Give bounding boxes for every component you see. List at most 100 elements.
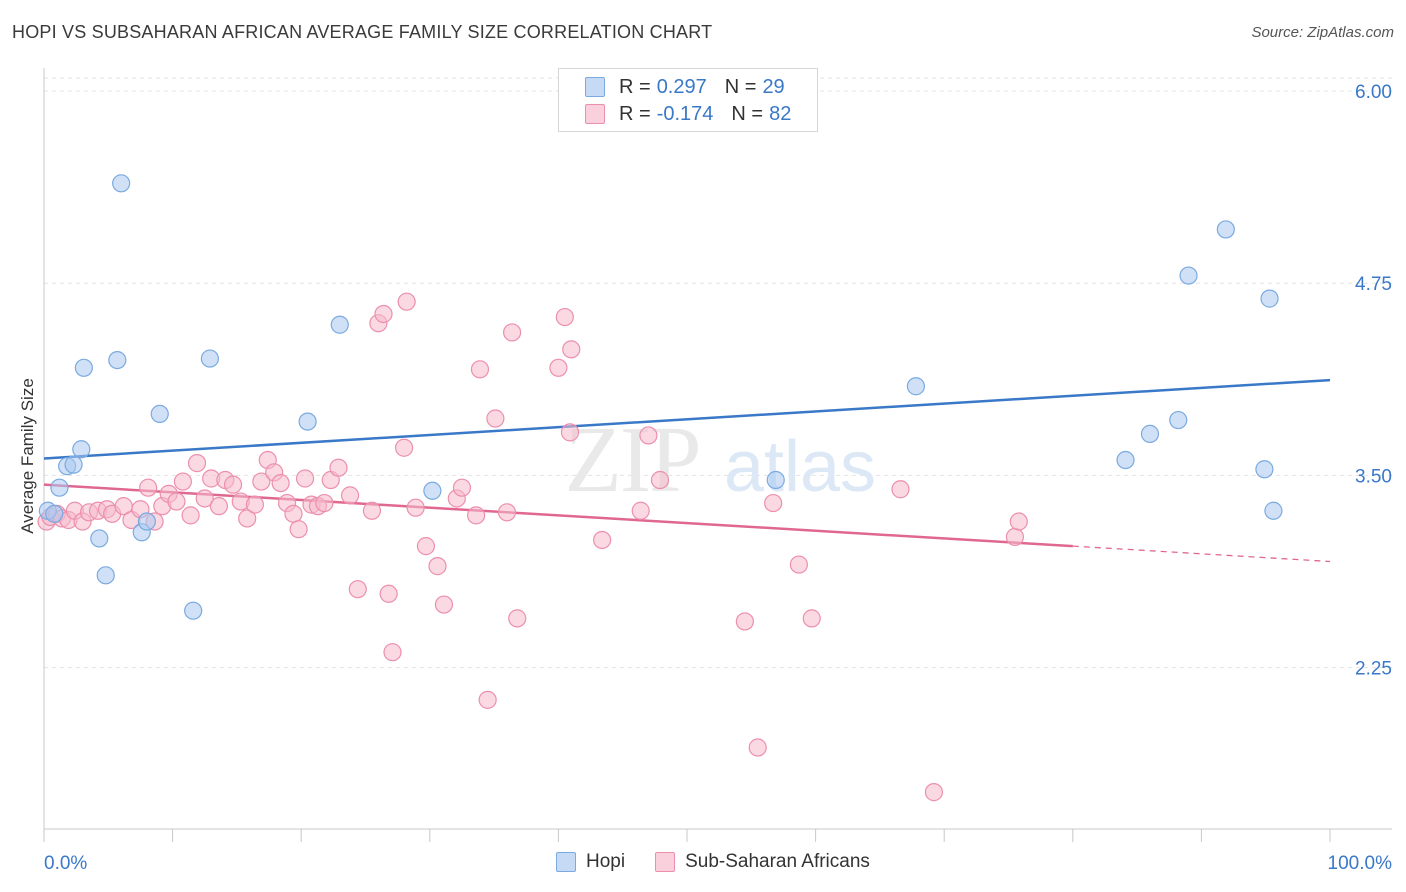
subsaharan-point — [289, 520, 308, 539]
hopi-point — [1216, 220, 1235, 239]
subsaharan-point — [486, 409, 505, 428]
subsaharan-point — [470, 360, 490, 379]
subsaharan-point — [223, 475, 243, 494]
hopi-point — [766, 470, 785, 490]
subsaharan-point — [315, 493, 334, 513]
subsaharan-r-label: R = — [619, 102, 651, 125]
subsaharan-point — [295, 469, 315, 488]
hopi-point — [1260, 289, 1279, 308]
subsaharan-point — [173, 472, 192, 491]
subsaharan-point — [593, 530, 612, 550]
subsaharan-point — [245, 495, 265, 514]
trend-lines — [43, 378, 1331, 563]
subsaharan-point — [329, 458, 348, 477]
subsaharan-point — [735, 612, 754, 631]
subsaharan-point — [497, 503, 517, 522]
legend-item-subsaharan[interactable]: Sub-Saharan Africans — [655, 851, 870, 873]
y-tick-label: 6.00 — [1355, 82, 1392, 103]
subsaharan-point — [503, 323, 522, 342]
hopi-point — [1264, 501, 1283, 520]
hopi-point — [108, 351, 127, 370]
hopi-point — [200, 349, 219, 368]
hopi-point — [96, 566, 115, 585]
tick-labels: 6.00 4.75 3.50 2.25 0.0% 100.0% — [44, 82, 1392, 874]
legend-row-subsaharan: R = -0.174 N = 82 — [585, 101, 791, 127]
hopi-point — [1140, 424, 1160, 443]
subsaharan-trend-line-extension — [1072, 545, 1331, 563]
hopi-point — [184, 601, 203, 620]
subsaharan-point — [555, 307, 574, 327]
subsaharan-legend-label: Sub-Saharan Africans — [685, 851, 870, 872]
y-tick-label: 2.25 — [1355, 659, 1392, 680]
subsaharan-point — [379, 584, 398, 603]
subsaharan-point — [748, 738, 767, 757]
subsaharan-swatch — [585, 104, 605, 124]
subsaharan-point — [650, 470, 670, 490]
hopi-point — [423, 481, 442, 500]
hopi-point — [112, 174, 131, 193]
subsaharan-point — [452, 478, 472, 497]
subsaharan-point — [284, 504, 303, 523]
grid — [44, 77, 1392, 669]
subsaharan-point — [209, 497, 228, 516]
subsaharan-point — [789, 555, 808, 574]
subsaharan-point — [271, 473, 290, 493]
hopi-r-value: 0.297 — [656, 75, 707, 98]
subsaharan-point — [802, 609, 821, 628]
subsaharan-point — [1009, 512, 1028, 531]
subsaharan-trend-line — [43, 483, 1073, 548]
hopi-n-label: N = — [724, 75, 757, 98]
subsaharan-point — [639, 426, 658, 445]
subsaharan-point — [139, 478, 158, 497]
hopi-swatch — [585, 77, 605, 97]
subsaharan-point — [562, 340, 581, 359]
subsaharan-point — [167, 492, 186, 511]
subsaharan-point — [187, 454, 207, 473]
subsaharan-point — [631, 501, 650, 520]
y-tick-label: 3.50 — [1355, 466, 1392, 487]
subsaharan-point — [478, 690, 497, 709]
hopi-point — [90, 529, 109, 548]
subsaharan-point — [348, 580, 367, 599]
x-tick-label-start: 0.0% — [44, 853, 87, 874]
hopi-point — [298, 412, 317, 431]
hopi-point — [1179, 266, 1198, 285]
subsaharan-point — [549, 358, 568, 377]
subsaharan-n-value: 82 — [769, 102, 792, 125]
hopi-point — [1116, 450, 1135, 470]
subsaharan-r-value: -0.174 — [656, 102, 714, 125]
hopi-point — [1255, 460, 1274, 479]
subsaharan-point — [394, 438, 414, 457]
subsaharan-point — [434, 595, 454, 614]
hopi-r-label: R = — [619, 75, 651, 98]
subsaharan-point — [508, 609, 527, 628]
subsaharan-point — [195, 489, 214, 508]
subsaharan-point — [764, 493, 783, 513]
subsaharan-point — [362, 501, 382, 520]
hopi-point — [1169, 410, 1188, 430]
correlation-legend: R = 0.297 N = 29 R = -0.174 N = 82 — [558, 68, 818, 132]
hopi-trend-line — [43, 378, 1331, 460]
hopi-point — [330, 315, 349, 334]
subsaharan-point — [560, 423, 580, 442]
subsaharan-point — [340, 486, 360, 505]
hopi-point — [906, 377, 926, 396]
subsaharan-point — [891, 480, 910, 499]
data-points — [37, 174, 1283, 802]
legend-row-hopi: R = 0.297 N = 29 — [585, 74, 785, 100]
hopi-n-value: 29 — [762, 75, 785, 98]
source-credit: Source: ZipAtlas.com — [1251, 24, 1394, 41]
hopi-point — [150, 404, 169, 424]
legend-item-hopi[interactable]: Hopi — [556, 851, 625, 873]
hopi-point — [74, 358, 93, 377]
subsaharan-point — [383, 643, 402, 662]
subsaharan-point — [924, 783, 944, 802]
y-axis-title: Average Family Size — [18, 378, 37, 534]
hopi-point — [72, 440, 91, 459]
y-tick-label: 4.75 — [1355, 274, 1392, 295]
subsaharan-point — [416, 537, 436, 556]
subsaharan-point — [466, 506, 486, 525]
subsaharan-point — [252, 472, 271, 491]
subsaharan-point — [374, 304, 393, 324]
watermark-atlas: atlas — [724, 427, 876, 507]
